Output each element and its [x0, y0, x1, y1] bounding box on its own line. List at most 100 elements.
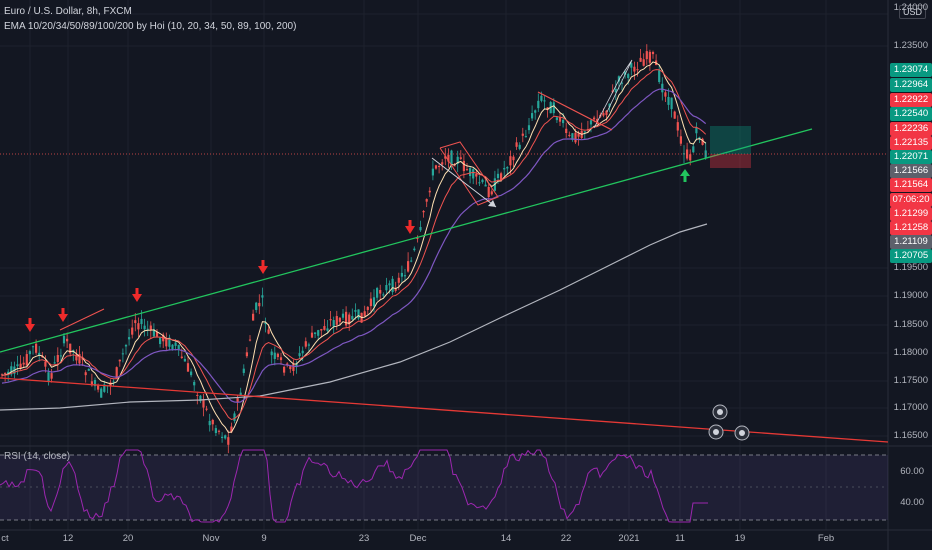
candle-body [159, 337, 162, 344]
candle-body [115, 367, 118, 379]
candle-body [66, 338, 69, 342]
currency-button[interactable]: USD [898, 5, 926, 19]
candle-body [614, 88, 617, 93]
candle-body [28, 351, 31, 355]
red-mini-trendline [59, 308, 105, 331]
candle-body [518, 144, 521, 149]
candle-body [633, 66, 636, 72]
price-tag: 1.23074 [890, 63, 932, 77]
price-tag: 1.21299 [890, 207, 932, 221]
price-tag: 1.21109 [890, 235, 932, 249]
candle-body [174, 342, 177, 346]
projection-arrowhead [488, 200, 496, 207]
candle-body [515, 142, 518, 147]
candle-body [589, 120, 593, 125]
candle-body [267, 329, 270, 334]
candle-body [171, 344, 174, 350]
candle-body [571, 133, 574, 140]
candle-body [500, 173, 503, 181]
candle-body [124, 345, 128, 347]
candle-body [679, 136, 682, 144]
candle-body [602, 113, 605, 116]
price-tag: 1.22071 [890, 150, 932, 164]
candle-body [273, 352, 276, 359]
candle-body [428, 190, 431, 193]
down-arrow-icon [25, 324, 35, 332]
candle-body [506, 167, 509, 169]
candle-body [651, 51, 655, 55]
symbol-legend[interactable]: Euro / U.S. Dollar, 8h, FXCM [4, 6, 132, 17]
candle-body [372, 297, 376, 307]
candle-body [279, 357, 283, 361]
candle-body [236, 397, 239, 402]
candle-body [527, 125, 531, 131]
candle-body [459, 157, 462, 159]
price-tag: 1.21564 [890, 178, 932, 192]
red-diagonal [537, 91, 613, 131]
candle-body [202, 399, 205, 408]
candle-body [441, 162, 444, 165]
candle-body [465, 169, 469, 171]
candle-body [131, 327, 134, 335]
candle-body [419, 226, 422, 231]
candle-body [348, 314, 351, 325]
candle-body [214, 428, 217, 434]
candle-body [320, 329, 323, 331]
price-tag: 1.22922 [890, 93, 932, 107]
long-position-stop [710, 154, 751, 168]
price-tick-label: 1.23500 [893, 40, 928, 51]
candle-body [47, 372, 50, 382]
candle-body [410, 260, 413, 262]
candle-body [304, 341, 307, 347]
candle-body [496, 173, 500, 179]
rsi-tick-label: 60.00 [900, 466, 924, 477]
candle-body [391, 278, 394, 293]
price-tag: 1.22236 [890, 122, 932, 136]
candle-body [531, 113, 534, 119]
candle-body [627, 74, 630, 78]
candle-body [286, 363, 289, 365]
rsi-legend[interactable]: RSI (14, close) [4, 451, 71, 462]
candle-body [62, 335, 66, 344]
candle-body [388, 283, 391, 286]
down-arrow-stem [408, 220, 412, 227]
candle-body [25, 354, 28, 366]
time-tick-label: Nov [202, 533, 220, 544]
candle-body [394, 288, 397, 291]
candle-body [456, 156, 459, 164]
candle-body [568, 134, 571, 136]
price-tick-label: 1.18500 [893, 319, 928, 330]
candle-body [351, 316, 354, 320]
candle-body [87, 368, 90, 371]
candle-body [645, 51, 648, 60]
candle-body [314, 332, 317, 334]
candle-body [413, 248, 416, 251]
candle-body [357, 309, 360, 319]
candle-body [434, 165, 438, 169]
candle-body [617, 76, 620, 82]
candle-body [7, 371, 10, 375]
candle-body [422, 210, 425, 213]
candle-body [484, 184, 487, 187]
rsi-line [0, 449, 708, 523]
candle-body [53, 362, 56, 364]
candle-body [283, 366, 286, 373]
candle-body [670, 97, 673, 110]
time-tick-label: 11 [675, 533, 685, 544]
candle-body [323, 326, 326, 330]
candle-body [183, 358, 186, 362]
rsi-tick-label: 40.00 [900, 497, 924, 508]
candle-body [143, 325, 146, 330]
down-arrow-icon [132, 294, 142, 302]
candle-body [676, 122, 679, 131]
candle-body [661, 83, 664, 93]
candle-body [75, 354, 78, 361]
candle-body [276, 353, 279, 358]
down-arrow-icon [58, 314, 68, 322]
candle-body [382, 294, 385, 296]
candle-body [521, 133, 524, 136]
indicator-legend[interactable]: EMA 10/20/34/50/89/100/200 by Hoi (10, 2… [4, 21, 297, 32]
candle-body [295, 364, 298, 368]
candle-body [444, 156, 447, 159]
